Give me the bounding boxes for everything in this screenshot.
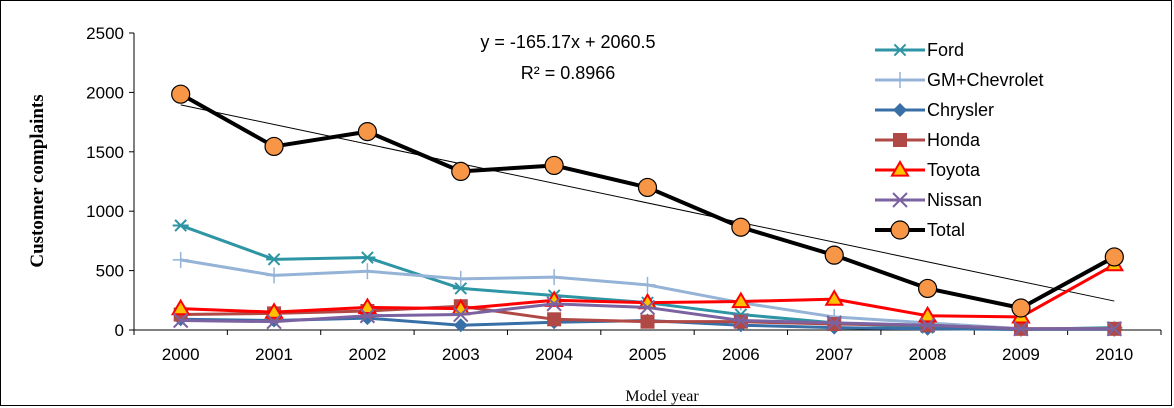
data-point-total — [824, 245, 844, 265]
data-point-ford — [361, 251, 374, 264]
y-tick-label: 1000 — [86, 202, 124, 221]
legend-marker-toyota — [890, 160, 910, 177]
legend-label-chrysler: Chrysler — [927, 100, 994, 120]
data-point-total — [1011, 298, 1031, 318]
data-point-toyota — [824, 289, 844, 306]
y-tick-label: 2500 — [86, 24, 124, 43]
data-point-total — [451, 161, 471, 182]
data-point-total — [637, 177, 658, 198]
legend-label-honda: Honda — [927, 130, 981, 150]
data-point-chrysler — [453, 318, 468, 333]
series-group — [170, 84, 1125, 337]
y-tick-label: 1500 — [86, 143, 124, 162]
legend-label-gm-chevrolet: GM+Chevrolet — [927, 70, 1044, 90]
x-tick-label: 2007 — [815, 345, 853, 364]
legend-marker-honda — [893, 133, 907, 147]
legend-label-total: Total — [927, 220, 965, 240]
x-tick-label: 2009 — [1002, 345, 1040, 364]
data-point-total — [171, 84, 191, 104]
data-point-ford — [174, 219, 187, 232]
axes: 0 500 1000 1500 2000 2500 2000 2001 2002 2003 2004… — [86, 24, 1162, 364]
x-tick-label: 2002 — [348, 345, 386, 364]
data-point-toyota — [917, 305, 938, 323]
trendline-r-squared: R² = 0.8966 — [521, 63, 616, 83]
data-point-nissan — [172, 312, 189, 329]
data-point-nissan — [1013, 321, 1029, 337]
data-point-nissan — [639, 299, 656, 316]
legend-item-toyota: Toyota — [875, 160, 981, 180]
legend-item-total: Total — [875, 220, 965, 240]
legend-label-toyota: Toyota — [927, 160, 981, 180]
data-point-total — [731, 217, 751, 237]
data-point-ford — [454, 282, 468, 295]
x-tick-label: 2006 — [722, 345, 760, 364]
x-tick-label: 2003 — [442, 345, 480, 364]
data-point-total — [264, 136, 284, 157]
x-tick-label: 2004 — [535, 345, 573, 364]
y-axis-label: Customer complaints — [27, 94, 48, 267]
trendline-equation: y = -165.17x + 2060.5 — [480, 32, 655, 52]
x-axis-label: Model year — [625, 388, 699, 405]
x-tick-label: 2000 — [162, 345, 200, 364]
data-point-nissan — [919, 317, 936, 333]
legend-marker-ford — [893, 43, 907, 57]
data-point-total — [357, 122, 378, 142]
legend-marker-total — [890, 220, 910, 240]
legend-item-gm-chevrolet: GM+Chevrolet — [875, 70, 1044, 90]
data-point-total — [1104, 247, 1124, 267]
data-point-honda — [547, 312, 562, 327]
legend-marker-chrysler — [893, 103, 907, 117]
legend-item-ford: Ford — [875, 40, 964, 60]
legend-item-chrysler: Chrysler — [875, 100, 994, 120]
data-point-toyota — [357, 297, 378, 315]
data-point-honda — [640, 314, 655, 329]
data-point-ford — [267, 253, 281, 266]
series-nissan — [172, 296, 1123, 337]
data-point-total — [917, 278, 938, 299]
legend-item-honda: Honda — [875, 130, 981, 150]
y-tick-label: 500 — [96, 262, 124, 281]
y-tick-label: 2000 — [86, 83, 124, 102]
data-point-nissan — [733, 312, 749, 329]
data-point-total — [544, 155, 564, 176]
x-tick-label: 2005 — [629, 345, 667, 364]
y-tick-label: 0 — [115, 321, 124, 340]
x-tick-label: 2008 — [909, 345, 947, 364]
data-point-nissan — [359, 308, 376, 324]
legend: Ford GM+Chevrolet Chrysler Honda Toyota Nissa… — [875, 40, 1044, 240]
data-point-nissan — [266, 313, 282, 330]
legend-item-nissan: Nissan — [875, 190, 982, 210]
data-point-toyota — [264, 302, 284, 319]
data-point-toyota — [731, 291, 751, 309]
x-tick-label: 2010 — [1095, 345, 1133, 364]
data-point-nissan — [453, 306, 469, 323]
data-point-nissan — [546, 296, 562, 312]
legend-label-ford: Ford — [927, 40, 964, 60]
legend-marker-nissan — [892, 192, 908, 208]
data-point-toyota — [170, 298, 191, 316]
series-total — [171, 84, 1124, 318]
x-tick-label: 2001 — [255, 345, 293, 364]
legend-label-nissan: Nissan — [927, 190, 982, 210]
data-point-nissan — [1106, 321, 1123, 337]
data-point-nissan — [826, 315, 842, 331]
